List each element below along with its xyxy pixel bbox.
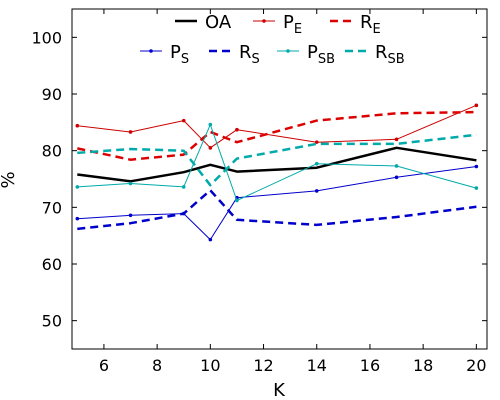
series-point-psb — [75, 185, 80, 189]
legend-label: RS — [239, 42, 260, 67]
series-point-psb — [208, 122, 213, 127]
x-tick-label: 12 — [253, 356, 273, 375]
legend-label: RSB — [375, 42, 405, 67]
series-point-pe — [235, 127, 239, 132]
x-tick-label: 18 — [413, 356, 433, 375]
plot-frame — [71, 8, 488, 350]
legend-label: OA — [205, 12, 232, 33]
plot-area — [71, 8, 488, 350]
y-tick-label: 80 — [42, 142, 62, 161]
series-point-psb — [235, 198, 239, 203]
x-tick-label: 6 — [99, 356, 109, 375]
series-line-psb — [77, 124, 477, 201]
legend-label: RE — [360, 12, 381, 37]
series-point-ps — [208, 237, 213, 242]
series-point-psb — [128, 181, 133, 186]
series-point-psb — [474, 186, 479, 190]
series-line-pe — [77, 104, 477, 149]
series-point-ps — [128, 213, 133, 218]
ticks-layer: 6 8 10 12 14 16 18 20 50 60 70 80 90 100 — [31, 9, 487, 375]
series-line-re — [77, 110, 477, 161]
series-point-ps — [314, 189, 319, 193]
series-point-pe — [128, 130, 133, 134]
y-tick-label: 100 — [31, 28, 62, 47]
series-layer — [75, 103, 479, 242]
y-tick-label: 70 — [42, 198, 62, 217]
y-tick-label: 60 — [42, 255, 62, 274]
series-point-ps — [394, 175, 399, 180]
y-axis-label: % — [0, 171, 19, 188]
x-axis-label: K — [273, 380, 286, 400]
x-tick-label: 20 — [466, 356, 486, 375]
series-line-oa — [77, 146, 477, 183]
series-line-rsb — [77, 133, 477, 187]
x-tick-label: 10 — [200, 356, 220, 375]
series-point-pe — [181, 118, 186, 123]
series-line-ps — [77, 166, 477, 241]
x-tick-label: 14 — [307, 356, 327, 375]
series-point-pe — [75, 123, 80, 128]
series-point-pe — [208, 146, 213, 150]
x-tick-label: 16 — [360, 356, 380, 375]
series-point-psb — [181, 185, 186, 189]
legend-swatch-marker — [262, 19, 266, 23]
y-tick-label: 50 — [42, 312, 62, 331]
series-point-pe — [314, 140, 319, 144]
series-point-pe — [394, 137, 399, 142]
legend-swatch-marker — [149, 49, 153, 53]
series-point-psb — [314, 161, 319, 166]
series-point-ps — [474, 164, 479, 169]
series-line-rs — [77, 189, 477, 231]
y-tick-label: 90 — [42, 85, 62, 104]
legend-label: PE — [283, 12, 302, 37]
x-tick-label: 8 — [152, 356, 162, 375]
legend-label: PS — [170, 42, 189, 67]
series-point-ps — [75, 216, 80, 221]
series-point-psb — [394, 164, 399, 168]
legend-swatch-marker — [286, 49, 290, 53]
legend: OA PE RE PS RS PSB RSB — [140, 12, 405, 67]
legend-label: PSB — [307, 42, 335, 67]
series-point-pe — [474, 103, 479, 108]
